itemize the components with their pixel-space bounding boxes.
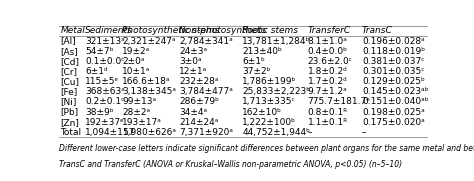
Text: 19±2ᵃ: 19±2ᵃ [122,47,150,56]
Text: Different lower-case letters indicate significant differences between plant orga: Different lower-case letters indicate si… [59,144,474,153]
Text: –: – [362,128,366,137]
Text: 3,138±345ᵃ: 3,138±345ᵃ [122,87,176,96]
Text: 12±1ᵃ: 12±1ᵃ [179,67,207,76]
Text: 3,784±477ᵃ: 3,784±477ᵃ [179,87,233,96]
Text: 10±1ᵃ: 10±1ᵃ [122,67,150,76]
Text: 9.7±1.2ᵃ: 9.7±1.2ᵃ [308,87,347,96]
Text: 0.2±0.1ᶜ: 0.2±0.1ᶜ [85,97,125,106]
Text: 286±79ᵇ: 286±79ᵇ [179,97,219,106]
Text: 5,980±626ᵃ: 5,980±626ᵃ [122,128,176,137]
Text: 166.6±18ᵃ: 166.6±18ᵃ [122,77,171,86]
Text: TransferC: TransferC [308,26,351,35]
Text: 0.151±0.040ᵃᵇ: 0.151±0.040ᵃᵇ [362,97,428,106]
Text: 0.381±0.037ᶜ: 0.381±0.037ᶜ [362,57,424,66]
Text: Roots: Roots [242,26,268,35]
Text: 6±1ᵈ: 6±1ᵈ [85,67,108,76]
Text: 0.8±0.1ᴿ: 0.8±0.1ᴿ [308,108,348,117]
Text: [Cr]: [Cr] [60,67,77,76]
Text: TransC: TransC [362,26,392,35]
Text: 0.175±0.020ᵃ: 0.175±0.020ᵃ [362,118,425,127]
Text: 368±63ᵃ: 368±63ᵃ [85,87,125,96]
Text: 1.8±0.2ᵈ: 1.8±0.2ᵈ [308,67,347,76]
Text: [Zn]: [Zn] [60,118,79,127]
Text: 2±0ᵃ: 2±0ᵃ [122,57,145,66]
Text: 54±7ᵇ: 54±7ᵇ [85,47,114,56]
Text: [Cu]: [Cu] [60,77,79,86]
Text: 0.4±0.0ᵇ: 0.4±0.0ᵇ [308,47,347,56]
Text: 24±3ᵃ: 24±3ᵃ [179,47,207,56]
Text: 2,321±247ᵃ: 2,321±247ᵃ [122,37,176,46]
Text: Metal: Metal [60,26,85,35]
Text: Non-photosynthetic stems: Non-photosynthetic stems [179,26,298,35]
Text: Sediments: Sediments [85,26,133,35]
Text: 232±28ᵃ: 232±28ᵃ [179,77,219,86]
Text: 0.1±0.0ᶜ: 0.1±0.0ᶜ [85,57,125,66]
Text: 2,784±341ᵃ: 2,784±341ᵃ [179,37,233,46]
Text: 1,786±199ᵇ: 1,786±199ᵇ [242,77,297,86]
Text: 214±24ᵃ: 214±24ᵃ [179,118,219,127]
Text: 1.1±0.1ᴿ: 1.1±0.1ᴿ [308,118,348,127]
Text: [Al]: [Al] [60,37,76,46]
Text: Total: Total [60,128,82,137]
Text: 1,222±100ᵇ: 1,222±100ᵇ [242,118,296,127]
Text: 0.118±0.019ᵇ: 0.118±0.019ᵇ [362,47,425,56]
Text: [Ni]: [Ni] [60,97,77,106]
Text: [Fe]: [Fe] [60,87,78,96]
Text: 193±17ᵃ: 193±17ᵃ [122,118,162,127]
Text: 1,713±335ᶜ: 1,713±335ᶜ [242,97,296,106]
Text: 775.7±181.7ᵉ: 775.7±181.7ᵉ [308,97,371,106]
Text: 115±5ᵉ: 115±5ᵉ [85,77,119,86]
Text: 99±13ᵃ: 99±13ᵃ [122,97,156,106]
Text: 0.129±0.025ᵇ: 0.129±0.025ᵇ [362,77,425,86]
Text: 25,833±2,223ᵇ: 25,833±2,223ᵇ [242,87,310,96]
Text: 44,752±1,944ᵇ: 44,752±1,944ᵇ [242,128,310,137]
Text: 192±37ᵉ: 192±37ᵉ [85,118,125,127]
Text: 8.1±1.0ᵃ: 8.1±1.0ᵃ [308,37,347,46]
Text: 213±40ᵇ: 213±40ᵇ [242,47,282,56]
Text: 37±2ᵇ: 37±2ᵇ [242,67,271,76]
Text: –: – [308,128,312,137]
Text: 1.7±0.2ᵈ: 1.7±0.2ᵈ [308,77,347,86]
Text: 13,781±1,284ᵇ: 13,781±1,284ᵇ [242,37,310,46]
Text: 38±9ᵇ: 38±9ᵇ [85,108,114,117]
Text: 0.198±0.025ᵃ: 0.198±0.025ᵃ [362,108,425,117]
Text: 162±10ᵇ: 162±10ᵇ [242,108,282,117]
Text: 3±0ᵃ: 3±0ᵃ [179,57,201,66]
Text: [As]: [As] [60,47,78,56]
Text: 34±4ᵃ: 34±4ᵃ [179,108,207,117]
Text: [Pb]: [Pb] [60,108,79,117]
Text: [Cd]: [Cd] [60,57,79,66]
Text: 23.6±2.0ᶜ: 23.6±2.0ᶜ [308,57,353,66]
Text: 1,094±117: 1,094±117 [85,128,136,137]
Text: 6±1ᵇ: 6±1ᵇ [242,57,265,66]
Text: Photosynthetic stems: Photosynthetic stems [122,26,219,35]
Text: TransC and TransferC (ANOVA or Kruskal–Wallis non-parametric ANOVA, p<0.05) (n–5: TransC and TransferC (ANOVA or Kruskal–W… [59,160,402,169]
Text: 321±13ᵃ: 321±13ᵃ [85,37,125,46]
Text: 0.196±0.028ᵃ: 0.196±0.028ᵃ [362,37,425,46]
Text: 0.145±0.023ᵃᵇ: 0.145±0.023ᵃᵇ [362,87,428,96]
Text: 28±2ᵃ: 28±2ᵃ [122,108,150,117]
Text: 0.301±0.035ᶜ: 0.301±0.035ᶜ [362,67,424,76]
Text: 7,371±920ᵃ: 7,371±920ᵃ [179,128,233,137]
